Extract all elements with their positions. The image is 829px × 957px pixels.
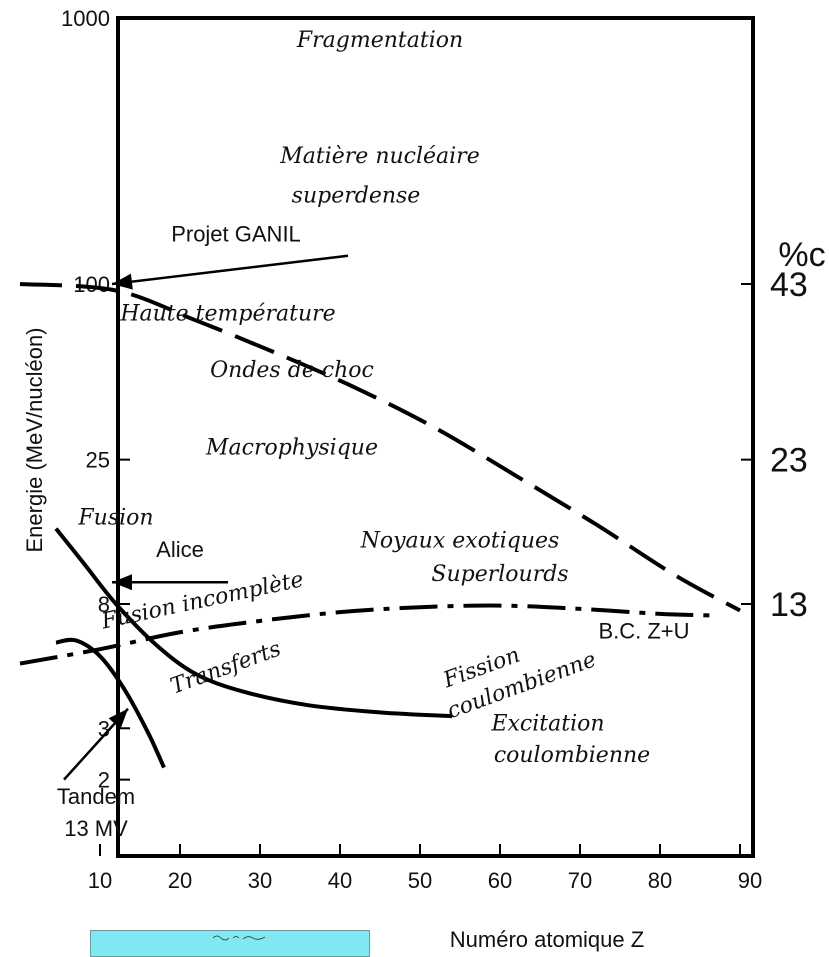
x-tick-label: 40	[328, 868, 352, 893]
fusion-boundary-curve	[54, 527, 453, 719]
region-label: Macrophysique	[205, 436, 378, 461]
x-tick-label: 10	[88, 868, 112, 893]
right-tick-label: 13	[770, 586, 808, 624]
region-label: Noyaux exotiques	[360, 528, 560, 553]
region-label: coulombienne	[494, 743, 650, 768]
annotation-label: Projet GANIL	[171, 221, 301, 246]
x-tick-label: 90	[738, 868, 762, 893]
y-tick-label: 25	[86, 448, 110, 473]
x-tick-label: 60	[488, 868, 512, 893]
right-tick-label: 43	[770, 266, 808, 304]
y-axis-title: Energie (MeV/nucléon)	[22, 327, 47, 552]
region-label: Fragmentation	[296, 28, 463, 53]
arrow-head	[112, 574, 132, 591]
x-tick-label: 70	[568, 868, 592, 893]
region-label: Excitation	[490, 711, 604, 736]
annotation-label: Tandem	[57, 784, 135, 809]
tandem-curve	[55, 637, 166, 769]
arrow-layer	[63, 254, 349, 781]
y-tick-label: 2	[98, 768, 110, 793]
region-label: Haute température	[119, 301, 335, 326]
x-tick-label: 30	[248, 868, 272, 893]
bc-curve	[19, 603, 717, 666]
x-tick-label: 20	[168, 868, 192, 893]
annotation-label: B.C. Z+U	[598, 618, 689, 643]
annotation-label: 13 MV	[64, 816, 128, 841]
arrow-head	[108, 708, 128, 729]
arrow-line	[111, 254, 349, 286]
text-layer: Fragmentation Matière nucléaire superdense…	[57, 28, 690, 841]
region-label: Matière nucléaire	[279, 144, 479, 169]
y-tick-label: 8	[98, 592, 110, 617]
ganil-curve	[19, 282, 741, 613]
right-axis-title: %c	[778, 236, 825, 274]
annotation-label: Alice	[156, 537, 204, 562]
y-tick-label: 3	[98, 716, 110, 741]
region-label: Ondes de choc	[210, 358, 374, 383]
region-label: superdense	[292, 184, 421, 209]
y-tick-label: 1000	[61, 6, 110, 31]
x-tick-label: 50	[408, 868, 432, 893]
arrow-head	[112, 273, 133, 290]
x-tick-label: 80	[648, 868, 672, 893]
right-tick-label: 23	[770, 442, 808, 480]
region-label: Superlourds	[431, 562, 568, 587]
signature-mark	[212, 935, 266, 941]
series-layer	[19, 282, 741, 769]
x-axis-title: Numéro atomique Z	[450, 927, 644, 952]
logo-badge	[90, 930, 370, 957]
region-label: Fusion	[77, 505, 153, 530]
plot-frame	[116, 16, 755, 858]
